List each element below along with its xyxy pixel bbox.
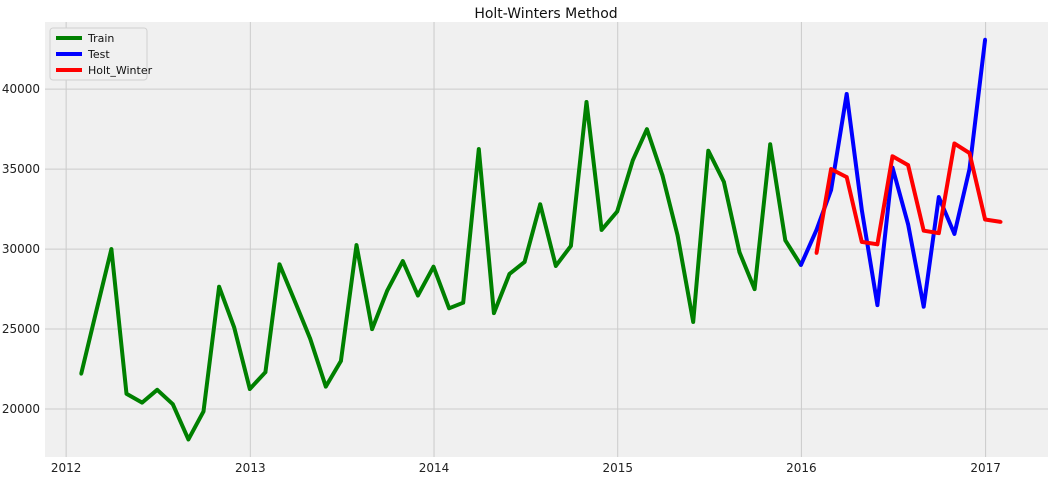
data-point-train	[691, 320, 695, 324]
data-point-train	[293, 300, 297, 304]
data-point-test	[921, 304, 926, 309]
data-point-train	[324, 384, 328, 389]
data-point-train	[217, 284, 221, 289]
y-tick-label: 40000	[2, 82, 40, 96]
data-point-test	[983, 37, 987, 42]
y-tick-label: 35000	[2, 162, 40, 176]
data-point-test	[799, 263, 803, 267]
data-point-train	[722, 180, 726, 184]
grid	[45, 22, 1048, 457]
data-point-train	[522, 260, 527, 264]
data-point-holt-winter	[952, 141, 957, 146]
data-point-train	[615, 209, 619, 214]
legend-frame	[49, 27, 148, 81]
data-point-test	[829, 188, 833, 192]
data-point-holt-winter	[906, 163, 910, 167]
data-point-train	[155, 388, 159, 392]
x-tick-label: 2012	[51, 461, 82, 475]
data-point-train	[263, 370, 268, 375]
data-point-train	[492, 311, 496, 315]
data-point-train	[370, 327, 374, 331]
data-point-train	[79, 372, 83, 376]
data-point-train	[447, 306, 451, 311]
data-point-holt-winter	[998, 220, 1003, 224]
data-point-train	[783, 238, 788, 243]
data-point-holt-winter	[967, 151, 972, 155]
data-point-train	[675, 233, 680, 238]
data-point-holt-winter	[829, 167, 833, 171]
data-point-holt-winter	[937, 231, 941, 235]
data-point-train	[354, 243, 359, 247]
data-point-train	[599, 228, 604, 232]
legend: Train Test Holt_Winter	[49, 27, 153, 81]
y-tick-label: 30000	[2, 242, 40, 256]
data-point-train	[631, 158, 635, 163]
data-point-train	[109, 247, 114, 251]
y-tick-label: 25000	[2, 322, 40, 336]
data-point-train	[768, 142, 772, 147]
data-point-train	[94, 311, 98, 315]
data-point-train	[308, 336, 313, 341]
data-point-train	[171, 402, 175, 407]
data-point-holt-winter	[983, 217, 987, 222]
data-point-train	[752, 287, 757, 291]
data-point-train	[507, 272, 512, 276]
data-point-train	[232, 325, 236, 330]
data-point-train	[554, 264, 558, 268]
data-point-train	[706, 148, 711, 153]
data-point-holt-winter	[875, 242, 880, 247]
data-point-test	[906, 222, 910, 227]
data-point-holt-winter	[844, 175, 849, 179]
legend-label-test: Test	[87, 48, 110, 61]
data-point-test	[952, 232, 957, 236]
data-point-train	[201, 409, 206, 414]
x-tick-label: 2014	[419, 461, 450, 475]
y-tick-label: 20000	[2, 402, 40, 416]
data-point-train	[140, 400, 144, 405]
data-point-train	[737, 250, 742, 255]
data-point-train	[277, 262, 282, 267]
legend-label-holt-winter: Holt_Winter	[88, 64, 153, 77]
data-point-train	[431, 264, 436, 269]
data-point-train	[584, 100, 589, 104]
series-layer	[79, 37, 1003, 442]
data-point-train	[416, 293, 420, 298]
data-point-train	[401, 259, 405, 263]
data-point-test	[860, 208, 864, 212]
data-point-train	[186, 437, 191, 442]
data-point-test	[967, 167, 972, 171]
plot-background	[45, 22, 1048, 457]
data-point-train	[339, 359, 343, 363]
data-point-test	[844, 92, 849, 96]
data-point-holt-winter	[890, 154, 895, 159]
x-tick-label: 2013	[235, 461, 266, 475]
series-line-train	[79, 100, 803, 442]
chart-title: Holt-Winters Method	[474, 6, 617, 22]
data-point-train	[124, 392, 129, 396]
data-point-train	[385, 288, 390, 293]
data-point-train	[538, 202, 542, 207]
data-point-test	[875, 303, 880, 307]
data-point-holt-winter	[860, 240, 864, 244]
data-point-train	[477, 147, 481, 151]
x-tick-label: 2016	[786, 461, 817, 475]
data-point-test	[814, 228, 819, 232]
ticks-layer: 2012 2013 2014 2015 2016 2017 20000 25000 30000 3…	[2, 82, 1001, 475]
data-point-train	[660, 173, 665, 178]
data-point-train	[461, 300, 466, 305]
data-point-train	[248, 387, 252, 391]
data-point-holt-winter	[814, 251, 819, 255]
x-tick-label: 2015	[602, 461, 633, 475]
x-tick-label: 2017	[970, 461, 1001, 475]
data-point-test	[937, 195, 941, 199]
data-point-holt-winter	[921, 228, 926, 233]
legend-label-train: Train	[87, 32, 114, 45]
data-point-train	[569, 244, 573, 248]
data-point-train	[645, 127, 649, 131]
